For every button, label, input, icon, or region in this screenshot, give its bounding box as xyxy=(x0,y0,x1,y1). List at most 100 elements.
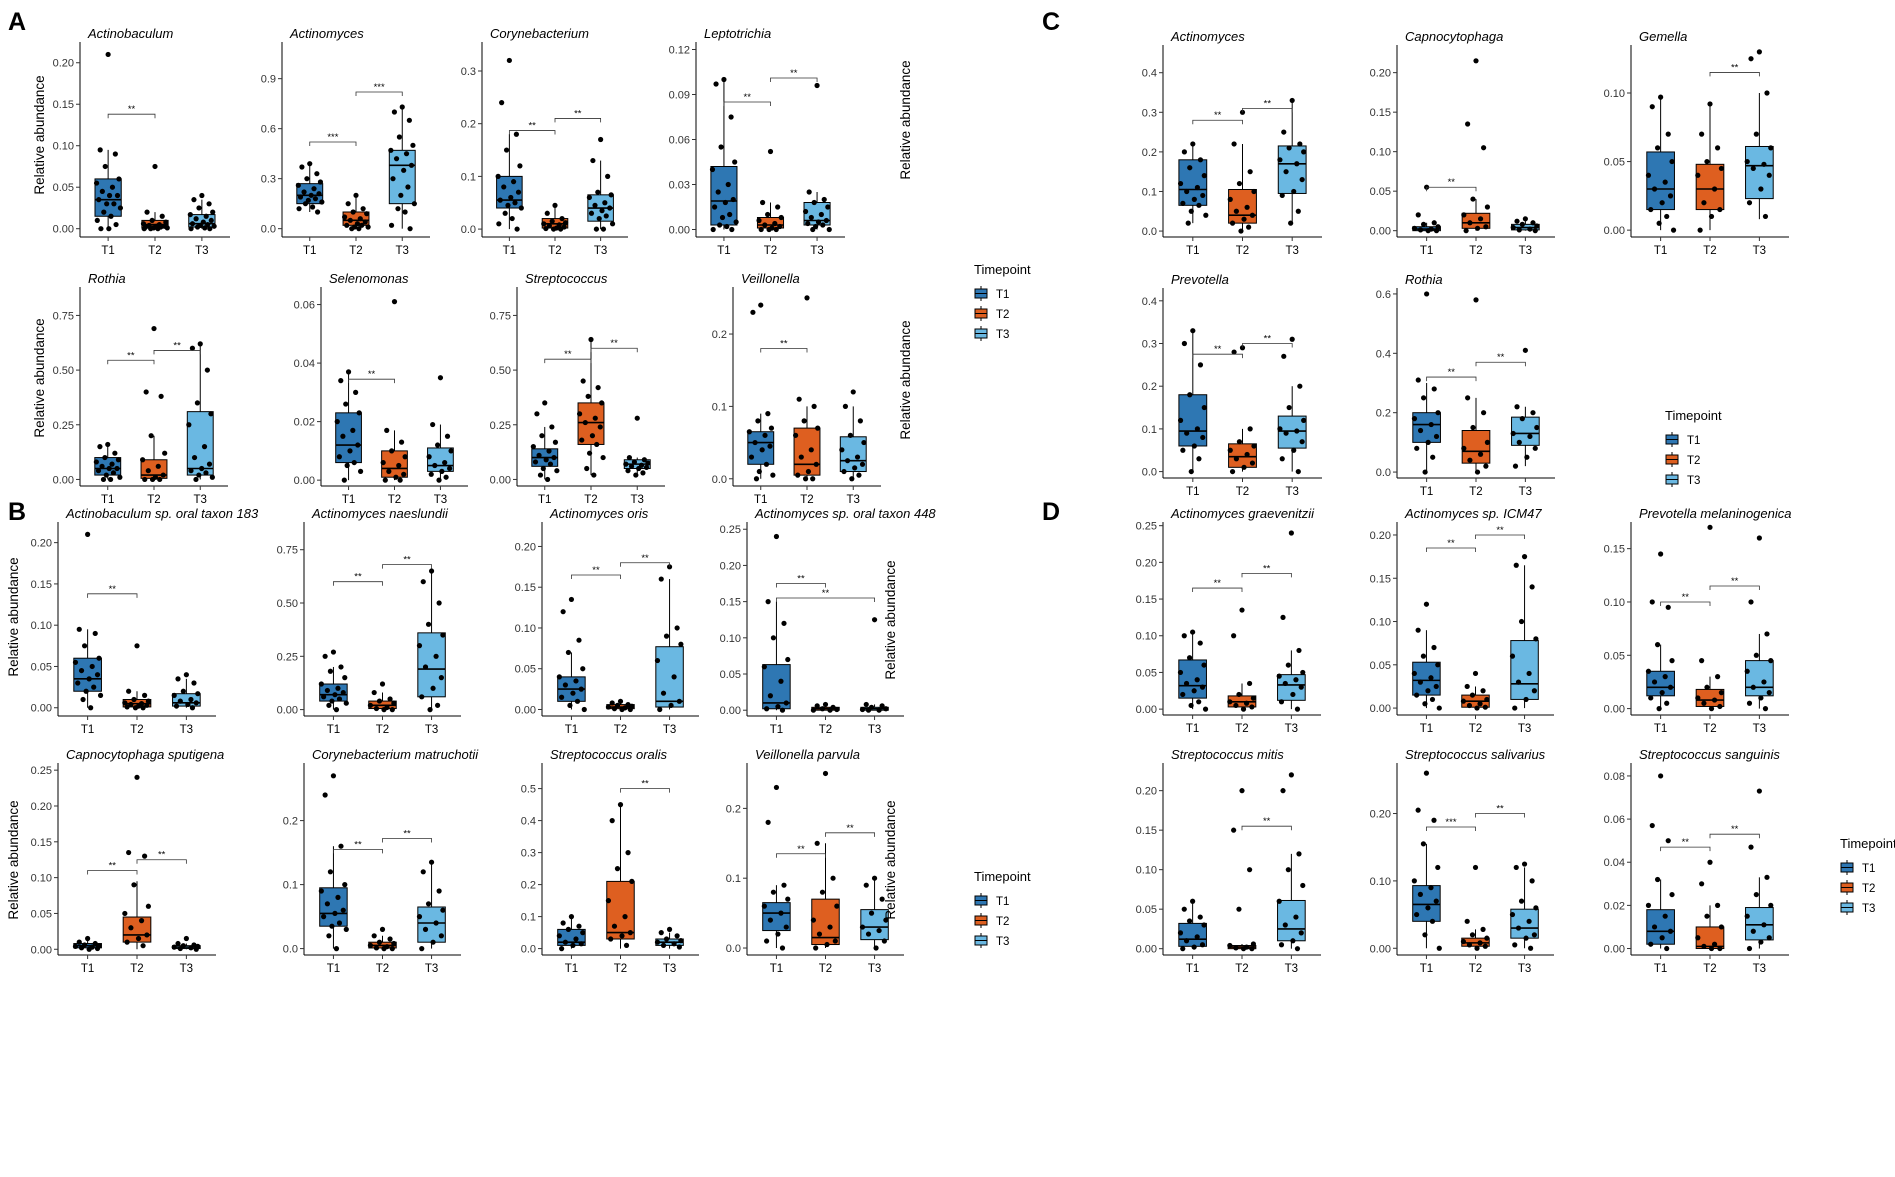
data-point xyxy=(1233,945,1239,951)
data-point xyxy=(1461,212,1467,218)
chart-B-11: 0.00 0.05 0.10 0.15 0.20 T1 T2 T3 Actinomyces or… xyxy=(515,506,699,736)
y-tick-label: 0.10 xyxy=(1604,88,1625,100)
data-point xyxy=(654,939,661,945)
data-point xyxy=(1651,186,1658,192)
significance-bracket: ** xyxy=(1475,352,1526,367)
x-tick-label: T2 xyxy=(1236,486,1249,498)
data-point xyxy=(1766,172,1772,178)
data-point xyxy=(92,630,98,637)
data-point xyxy=(770,472,776,478)
data-point xyxy=(1177,669,1184,676)
y-tick-label: 0.75 xyxy=(277,545,298,557)
y-axis-title: Relative abundance xyxy=(898,60,913,179)
chart-title: Leptotrichia xyxy=(704,26,771,41)
y-tick-label: 0.05 xyxy=(1370,186,1391,198)
data-point xyxy=(814,82,820,89)
data-point xyxy=(565,649,572,656)
data-point xyxy=(1233,208,1239,214)
x-tick-label: T3 xyxy=(847,494,860,506)
x-tick-label: T1 xyxy=(101,245,114,257)
data-point xyxy=(188,945,194,951)
y-tick-label: 0.0 xyxy=(1376,467,1391,479)
data-point xyxy=(1428,421,1434,428)
data-point xyxy=(1664,945,1670,952)
data-point xyxy=(543,457,549,463)
data-point xyxy=(1701,700,1707,706)
data-point xyxy=(1194,677,1200,683)
data-point xyxy=(1436,705,1442,711)
chart-B-9: 0.00 0.05 0.10 0.15 0.20 T1 T2 T3 Actinobaculum … xyxy=(31,506,259,736)
data-point xyxy=(122,910,128,917)
data-point xyxy=(1523,696,1529,703)
chart-B-14: 0.0 0.1 0.2 T1 T2 T3 Corynebacterium matruchot… xyxy=(283,747,480,975)
data-point xyxy=(1534,223,1540,229)
y-tick-label: 0.15 xyxy=(1604,544,1625,556)
data-point xyxy=(1762,706,1769,712)
chart-title: Veillonella xyxy=(741,271,800,286)
data-point xyxy=(390,176,396,182)
data-point xyxy=(1651,679,1658,685)
data-point xyxy=(1656,220,1662,226)
data-point xyxy=(1429,918,1436,924)
data-point xyxy=(1298,930,1304,936)
legend-label: T1 xyxy=(996,896,1009,908)
data-point xyxy=(1415,212,1421,218)
data-point xyxy=(321,694,327,700)
data-point xyxy=(1527,226,1533,232)
data-point xyxy=(97,147,103,153)
y-tick-label: 0.1 xyxy=(1142,186,1157,198)
x-tick-label: T2 xyxy=(349,245,362,257)
data-point xyxy=(362,219,368,225)
data-point xyxy=(1294,706,1301,712)
data-point xyxy=(1707,524,1713,530)
y-tick-label: 0.2 xyxy=(1376,408,1391,420)
data-point xyxy=(562,939,568,945)
significance-bracket: ** xyxy=(1242,98,1293,113)
data-point xyxy=(781,882,787,888)
legend-title: Timepoint xyxy=(974,869,1031,884)
data-point xyxy=(376,698,383,704)
significance-bracket: ** xyxy=(508,121,556,135)
data-point xyxy=(560,609,566,615)
data-point xyxy=(1233,702,1239,709)
data-point xyxy=(334,419,340,425)
x-tick-label: T1 xyxy=(770,724,783,736)
bracket-line xyxy=(1426,376,1477,382)
data-point xyxy=(1477,701,1483,707)
y-tick-label: 0.20 xyxy=(515,541,536,553)
y-tick-label: 0.15 xyxy=(515,582,536,594)
data-point xyxy=(1753,652,1759,658)
significance-bracket: ** xyxy=(1192,578,1243,593)
data-point xyxy=(194,224,201,230)
y-tick-label: 0.4 xyxy=(1142,296,1157,308)
data-point xyxy=(1417,891,1423,897)
x-tick-label: T1 xyxy=(754,494,767,506)
data-point xyxy=(433,653,439,659)
data-point xyxy=(1251,188,1257,195)
x-tick-label: T2 xyxy=(1703,723,1716,735)
significance-bracket: ** xyxy=(770,68,818,82)
data-point xyxy=(126,688,132,694)
data-point xyxy=(1231,141,1237,147)
y-tick-label: 0.6 xyxy=(1376,289,1391,301)
data-point xyxy=(1187,165,1193,171)
data-point xyxy=(1236,180,1243,187)
data-point xyxy=(502,210,508,216)
data-point xyxy=(725,181,731,188)
data-point xyxy=(752,439,758,446)
data-point xyxy=(1697,227,1703,233)
data-point xyxy=(663,633,670,639)
data-point xyxy=(83,688,89,694)
data-point xyxy=(124,704,130,710)
data-point xyxy=(1649,104,1655,110)
data-point xyxy=(342,882,348,888)
data-point xyxy=(344,222,350,228)
data-point xyxy=(115,457,122,463)
data-point xyxy=(1247,169,1253,175)
y-tick-label: 0.05 xyxy=(1136,904,1157,916)
y-tick-label: 0.04 xyxy=(1604,857,1625,869)
panel-label-D: D xyxy=(1042,498,1060,526)
chart-B-16: 0.0 0.1 0.2 T1 T2 T3 Veillonella parvula ** ** xyxy=(726,747,904,975)
chart-A-8: 0.0 0.1 0.2 T1 T2 T3 Veillonella ** xyxy=(712,271,881,506)
data-point xyxy=(1522,347,1528,353)
